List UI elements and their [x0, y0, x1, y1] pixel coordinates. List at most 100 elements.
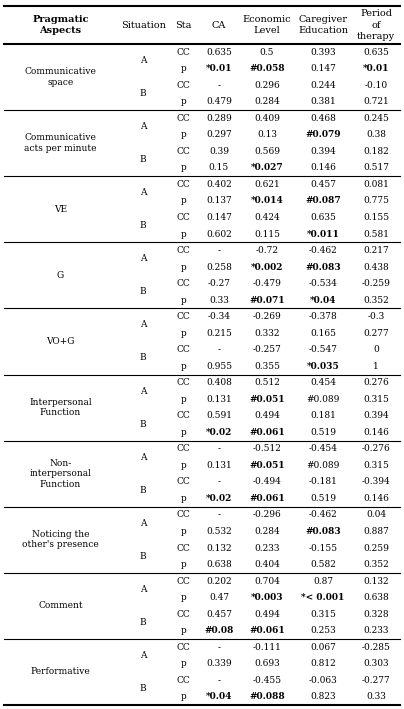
Text: *< 0.001: *< 0.001: [301, 593, 345, 602]
Text: *0.02: *0.02: [206, 428, 232, 437]
Text: 0.315: 0.315: [363, 395, 389, 404]
Text: -0.257: -0.257: [252, 345, 282, 354]
Text: 0.569: 0.569: [254, 147, 280, 156]
Text: 0.479: 0.479: [206, 97, 232, 106]
Text: p: p: [181, 527, 186, 536]
Text: 0.245: 0.245: [363, 114, 389, 123]
Text: 0.13: 0.13: [257, 130, 277, 140]
Text: CC: CC: [177, 544, 190, 552]
Text: 0.132: 0.132: [364, 576, 389, 586]
Text: p: p: [181, 196, 186, 206]
Text: -0.063: -0.063: [309, 676, 337, 685]
Text: CC: CC: [177, 114, 190, 123]
Text: CC: CC: [177, 312, 190, 321]
Text: 0.33: 0.33: [209, 296, 229, 305]
Text: p: p: [181, 659, 186, 668]
Text: *0.002: *0.002: [251, 262, 283, 272]
Text: #0.088: #0.088: [249, 692, 285, 701]
Text: CC: CC: [177, 576, 190, 586]
Text: #0.083: #0.083: [305, 262, 341, 272]
Text: CC: CC: [177, 180, 190, 189]
Text: -0.494: -0.494: [252, 477, 282, 486]
Text: 0.315: 0.315: [363, 461, 389, 470]
Text: #0.061: #0.061: [249, 428, 285, 437]
Text: 0.494: 0.494: [254, 411, 280, 420]
Text: *0.01: *0.01: [363, 65, 389, 73]
Text: -0.34: -0.34: [208, 312, 230, 321]
Text: p: p: [181, 560, 186, 569]
Text: 0.233: 0.233: [254, 544, 280, 552]
Text: 0.635: 0.635: [363, 48, 389, 57]
Text: 0.621: 0.621: [254, 180, 280, 189]
Text: -0.394: -0.394: [362, 477, 391, 486]
Text: 0.494: 0.494: [254, 610, 280, 619]
Text: #0.087: #0.087: [305, 196, 341, 206]
Text: 0.454: 0.454: [310, 379, 336, 387]
Text: p: p: [181, 329, 186, 337]
Text: 0.259: 0.259: [363, 544, 389, 552]
Text: Interpersonal
Function: Interpersonal Function: [29, 398, 92, 418]
Text: *0.035: *0.035: [307, 362, 339, 371]
Text: p: p: [181, 494, 186, 503]
Text: Communicative
acts per minute: Communicative acts per minute: [24, 133, 97, 153]
Text: 0.15: 0.15: [209, 164, 229, 172]
Text: 0.081: 0.081: [363, 180, 389, 189]
Text: A: A: [140, 188, 146, 197]
Text: 0.457: 0.457: [206, 610, 232, 619]
Text: 0.303: 0.303: [364, 659, 389, 668]
Text: VE: VE: [54, 205, 67, 213]
Text: -: -: [217, 510, 221, 520]
Text: p: p: [181, 262, 186, 272]
Text: 0.721: 0.721: [363, 97, 389, 106]
Text: CA: CA: [212, 21, 226, 30]
Text: 0.5: 0.5: [260, 48, 274, 57]
Text: 0.165: 0.165: [310, 329, 336, 337]
Text: CC: CC: [177, 510, 190, 520]
Text: 0.635: 0.635: [310, 213, 336, 222]
Text: #0.089: #0.089: [306, 461, 340, 470]
Text: 0.131: 0.131: [206, 461, 232, 470]
Text: 0.339: 0.339: [206, 659, 232, 668]
Text: 0.277: 0.277: [363, 329, 389, 337]
Text: G: G: [57, 271, 64, 280]
Text: -0.454: -0.454: [309, 445, 338, 453]
Text: 0.381: 0.381: [310, 97, 336, 106]
Text: B: B: [140, 486, 147, 495]
Text: *0.01: *0.01: [206, 65, 232, 73]
Text: 0.328: 0.328: [364, 610, 389, 619]
Text: B: B: [140, 684, 147, 693]
Text: 0.519: 0.519: [310, 494, 336, 503]
Text: #0.089: #0.089: [306, 395, 340, 404]
Text: CC: CC: [177, 379, 190, 387]
Text: Noticing the
other's presence: Noticing the other's presence: [22, 530, 99, 549]
Text: 0.132: 0.132: [206, 544, 232, 552]
Text: *0.02: *0.02: [206, 494, 232, 503]
Text: 0.775: 0.775: [363, 196, 389, 206]
Text: 0.704: 0.704: [254, 576, 280, 586]
Text: 0.39: 0.39: [209, 147, 229, 156]
Text: *0.04: *0.04: [206, 692, 232, 701]
Text: CC: CC: [177, 246, 190, 255]
Text: A: A: [140, 452, 146, 462]
Text: 0.244: 0.244: [310, 81, 336, 90]
Text: #0.058: #0.058: [249, 65, 285, 73]
Text: 0.147: 0.147: [206, 213, 232, 222]
Text: -0.285: -0.285: [362, 642, 391, 652]
Text: Situation: Situation: [121, 21, 166, 30]
Text: -: -: [217, 345, 221, 354]
Text: 0.955: 0.955: [206, 362, 232, 371]
Text: CC: CC: [177, 279, 190, 288]
Text: -: -: [217, 246, 221, 255]
Text: 0.33: 0.33: [366, 692, 386, 701]
Text: B: B: [140, 552, 147, 561]
Text: 0.393: 0.393: [310, 48, 336, 57]
Text: 0.155: 0.155: [363, 213, 389, 222]
Text: CC: CC: [177, 676, 190, 685]
Text: 0.315: 0.315: [310, 610, 336, 619]
Text: B: B: [140, 221, 147, 230]
Text: 0.638: 0.638: [206, 560, 232, 569]
Text: *0.011: *0.011: [307, 230, 339, 238]
Text: 0.352: 0.352: [363, 560, 389, 569]
Text: -0.512: -0.512: [252, 445, 282, 453]
Text: -0.276: -0.276: [362, 445, 391, 453]
